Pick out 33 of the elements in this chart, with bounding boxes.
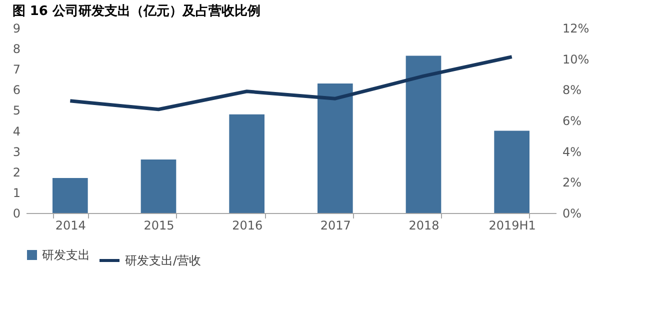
x-tick-label: 2016 — [232, 218, 263, 232]
y2-tick-label: 8% — [562, 83, 582, 98]
y-tick-label: 5 — [12, 104, 20, 118]
y-tick-label: 0 — [12, 206, 20, 220]
x-tick-label: 2018 — [408, 218, 440, 232]
legend-label: 研发支出 — [42, 248, 90, 262]
y-tick-label: 9 — [12, 22, 20, 36]
bar — [406, 56, 442, 213]
y2-tick-label: 10% — [562, 52, 590, 66]
line-series — [68, 55, 514, 112]
bar — [229, 114, 264, 213]
bar — [52, 178, 88, 213]
legend-label: 研发支出/营收 — [125, 254, 202, 268]
y-tick-label: 2 — [12, 165, 20, 180]
chart-title: 图 16 公司研发支出（亿元）及占营收比例 — [12, 3, 261, 19]
y-tick-label: 7 — [12, 62, 20, 77]
y2-tick-label: 0% — [562, 206, 582, 220]
bar — [318, 84, 353, 213]
x-tick-label: 2014 — [55, 218, 86, 232]
y2-tick-label: 4% — [562, 144, 582, 159]
x-tick-label: 2019H1 — [488, 218, 536, 232]
y2-tick-label: 12% — [562, 22, 590, 36]
bar — [494, 130, 530, 213]
x-tick-label: 2017 — [320, 218, 351, 232]
y-tick-label: 3 — [12, 144, 20, 159]
y-tick-label: 8 — [12, 42, 20, 56]
y2-tick-label: 2% — [562, 176, 582, 190]
y-tick-label: 6 — [12, 83, 20, 98]
y2-tick-label: 6% — [562, 114, 582, 128]
y-tick-label: 1 — [12, 186, 20, 200]
x-tick-label: 2015 — [144, 218, 174, 232]
y-tick-label: 4 — [12, 124, 20, 138]
bar — [140, 160, 176, 213]
